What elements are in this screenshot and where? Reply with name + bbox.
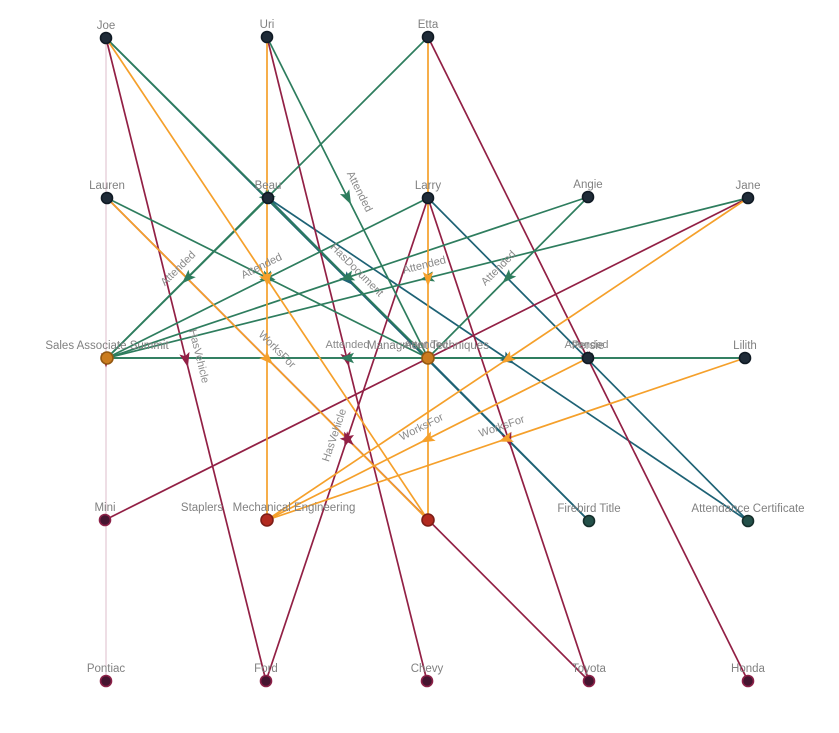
node-label-sas: Sales Associate Summit	[45, 340, 169, 352]
edge-arrow-lilith-staplers	[498, 431, 514, 442]
node-mini[interactable]	[98, 513, 112, 527]
node-chevy[interactable]	[420, 674, 434, 688]
node-label-mt: Managment Techniques	[367, 340, 489, 352]
node-persie[interactable]	[581, 351, 595, 365]
edge-label-lilith-mt: Attended	[564, 339, 608, 351]
edge-arrow-joe-company2	[259, 270, 272, 286]
node-label-lilith: Lilith	[733, 340, 757, 352]
node-label-honda: Honda	[731, 663, 765, 675]
node-label-mecheng: Mechanical Engineering	[233, 502, 356, 514]
node-firebird[interactable]	[582, 514, 596, 528]
node-mt[interactable]	[421, 351, 435, 365]
node-sas[interactable]	[100, 351, 114, 365]
node-label-mini: Mini	[94, 502, 115, 514]
node-staplers[interactable]	[260, 513, 274, 527]
edge-arrow-angie-sas	[339, 270, 356, 281]
node-label-jane: Jane	[736, 180, 761, 192]
node-label-firebird: Firebird Title	[557, 503, 620, 515]
edge-label-persie-sas: Attended	[325, 339, 369, 351]
node-label-angie: Angie	[573, 179, 602, 191]
node-company2[interactable]	[421, 513, 435, 527]
node-pontiac[interactable]	[99, 674, 113, 688]
node-label-joe: Joe	[97, 20, 116, 32]
node-label-pontiac: Pontiac	[87, 663, 126, 675]
node-label-attcert: Attendance Certificate	[691, 503, 804, 515]
node-label-persie: Persie	[572, 340, 605, 352]
node-label-etta: Etta	[418, 19, 439, 31]
node-angie[interactable]	[581, 190, 595, 204]
node-joe[interactable]	[99, 31, 113, 45]
edge-arrow-persie-sas	[339, 352, 354, 364]
edge-arrow-lauren-toyota	[339, 431, 354, 446]
node-attcert[interactable]	[741, 514, 755, 528]
node-uri[interactable]	[260, 30, 274, 44]
node-beau[interactable]	[261, 191, 275, 205]
node-honda[interactable]	[741, 674, 755, 688]
node-jane[interactable]	[741, 191, 755, 205]
node-label-staplers: Staplers	[181, 502, 223, 514]
node-larry[interactable]	[421, 191, 435, 205]
edge-arrow-persie-staplers	[420, 431, 436, 443]
edge-label-lauren-company2: WorksFor	[256, 329, 298, 371]
edge-arrow-joe-ford	[179, 351, 190, 368]
node-label-toyota: Toyota	[572, 663, 606, 675]
node-toyota[interactable]	[582, 674, 596, 688]
node-label-lauren: Lauren	[89, 180, 125, 192]
edge-arrow-angie-mt	[502, 269, 517, 284]
edge-arrow-etta-company2	[422, 272, 434, 287]
edge-arrow-jane-staplers	[500, 351, 516, 364]
node-label-chevy: Chevy	[411, 663, 444, 675]
edge-label-lilith-sas: Attended	[404, 339, 448, 351]
node-lilith[interactable]	[738, 351, 752, 365]
node-label-uri: Uri	[260, 19, 275, 31]
node-label-beau: Beau	[255, 180, 282, 192]
edge-arrow-beau-sas	[181, 269, 196, 284]
node-ford[interactable]	[259, 674, 273, 688]
node-lauren[interactable]	[100, 191, 114, 205]
node-label-ford: Ford	[254, 663, 278, 675]
edge-arrow-lauren-company2	[259, 350, 274, 365]
node-label-larry: Larry	[415, 180, 441, 192]
edge-arrow-uri-mt	[339, 189, 352, 205]
node-etta[interactable]	[421, 30, 435, 44]
